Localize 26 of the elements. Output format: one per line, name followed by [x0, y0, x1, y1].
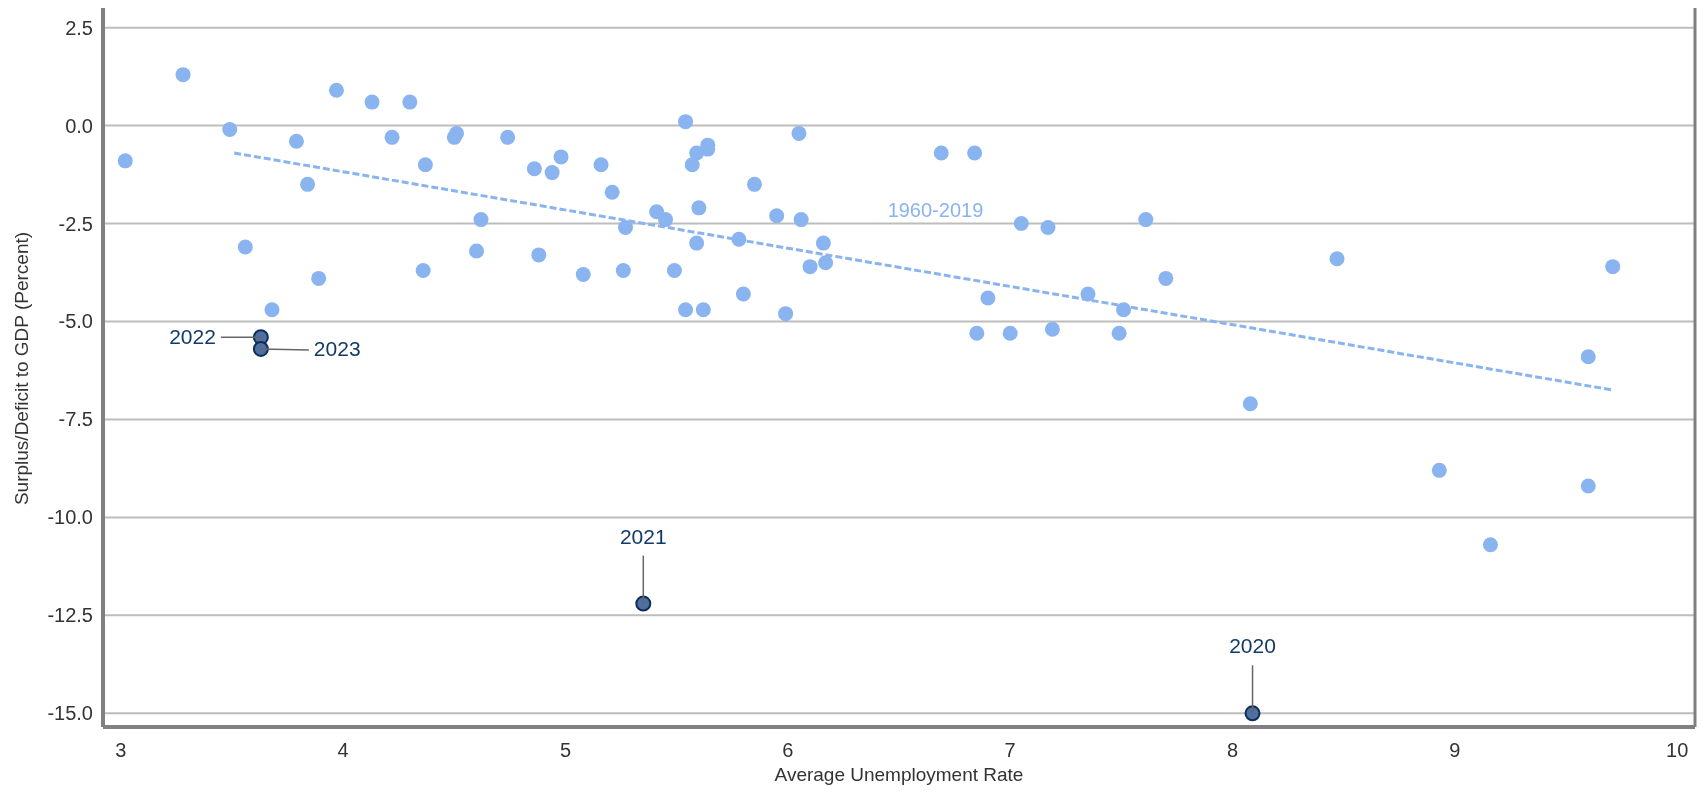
- x-tick-label: 10: [1666, 739, 1689, 761]
- annotation: 2021: [619, 524, 667, 548]
- text: 1960-2019: [887, 198, 984, 221]
- x-tick-label: 5: [559, 739, 572, 761]
- point: [252, 340, 269, 357]
- x-tick-label: 8: [1226, 739, 1239, 761]
- point: [1244, 705, 1261, 722]
- annotation: 2023: [313, 336, 361, 360]
- x-tick-label: 7: [1004, 739, 1016, 761]
- x-tick-label: 3: [115, 739, 127, 761]
- y-tick-label: 0.0: [65, 114, 93, 137]
- y-tick-label: -2.5: [58, 212, 93, 235]
- y-tick-label: -7.5: [58, 408, 93, 431]
- x-tick-label: 6: [782, 739, 794, 761]
- x-axis-title: Average Unemployment Rate: [774, 764, 1024, 785]
- x-tick-label: 4: [337, 739, 349, 761]
- point: [635, 595, 652, 612]
- y-tick-label: 2.5: [65, 16, 93, 39]
- annotation: 2022: [169, 325, 216, 349]
- annotation: 2020: [1229, 634, 1276, 658]
- y-tick-label: -10.0: [47, 506, 93, 529]
- x-tick-label: 9: [1449, 739, 1461, 761]
- y-tick-label: -12.5: [47, 604, 93, 627]
- y-tick-label: -15.0: [47, 702, 93, 725]
- y-tick-label: -5.0: [58, 310, 93, 333]
- y-axis-title: Surplus/Deficit to GDP (Percent): [11, 231, 32, 506]
